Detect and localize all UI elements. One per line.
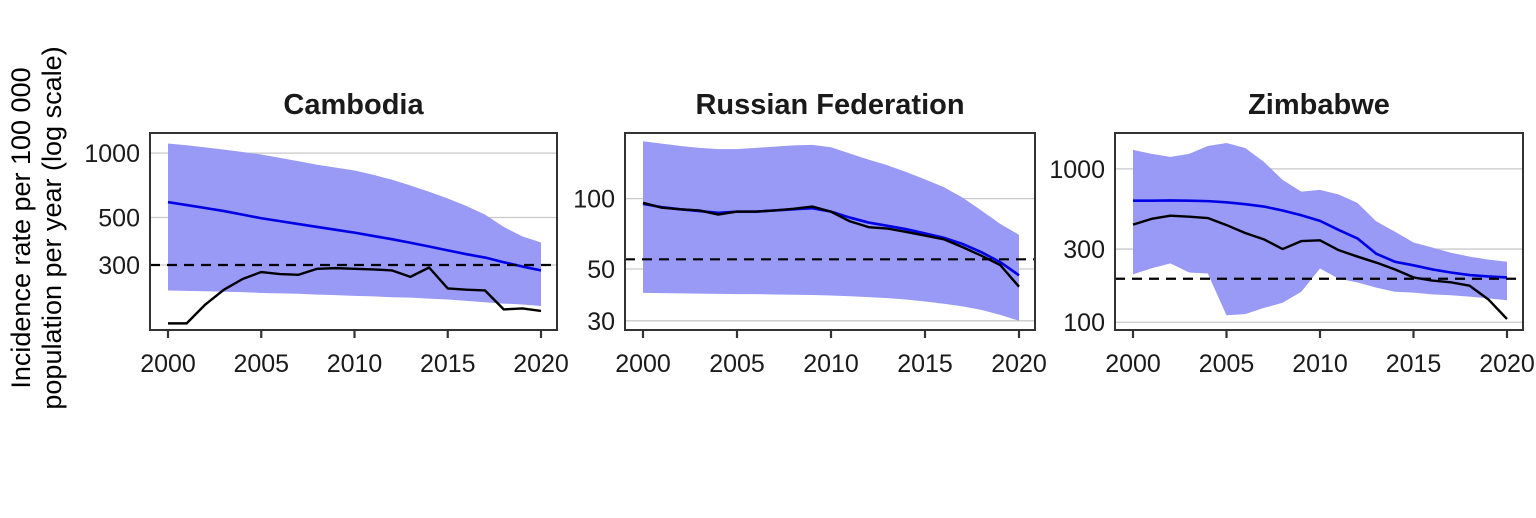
y-tick-label: 1000: [1049, 156, 1105, 184]
x-tick-label: 2010: [1292, 350, 1348, 378]
y-tick-label: 500: [98, 205, 140, 233]
panel-title: Zimbabwe: [1248, 89, 1390, 121]
panel-russian-federation: 2000 2005 2010 2015 2020 100 50 30 Russian Feder…: [573, 89, 1047, 378]
russian-federation-notifications-line: [642, 201, 1020, 288]
x-tick-label: 2020: [513, 350, 569, 378]
x-tick-label: 2005: [1199, 350, 1255, 378]
x-tick-label: 2005: [233, 350, 289, 378]
zimbabwe-estimated-incidence-line: [1133, 199, 1508, 279]
russian-federation-uncertainty-band: [643, 141, 1019, 321]
panel-title: Russian Federation: [695, 89, 964, 121]
zimbabwe-uncertainty-band: [1133, 142, 1507, 316]
cambodia-estimated-incidence-line: [167, 200, 542, 272]
cambodia-uncertainty-band: [168, 143, 541, 306]
y-tick-label: 30: [587, 308, 615, 336]
x-tick-label: 2000: [1105, 350, 1161, 378]
panel-zimbabwe: 2000 2005 2010 2015 2020 1000 300 100 Zimbabwe: [1049, 89, 1534, 378]
y-tick-label: 100: [573, 186, 615, 214]
panel-cambodia: 2000 2005 2010 2015 2020 1000 500 300 Cambodia: [84, 89, 568, 378]
x-tick-label: 2000: [615, 350, 671, 378]
y-tick-label: 1000: [84, 140, 140, 168]
y-tick-label: 50: [587, 256, 615, 284]
x-tick-label: 2005: [709, 350, 765, 378]
x-tick-label: 2015: [1386, 350, 1442, 378]
x-tick-label: 2015: [897, 350, 953, 378]
panel-title: Cambodia: [283, 89, 424, 121]
y-tick-label: 300: [98, 252, 140, 280]
x-tick-label: 2000: [140, 350, 196, 378]
y-tick-label: 300: [1063, 236, 1105, 264]
x-tick-label: 2020: [991, 350, 1047, 378]
x-tick-label: 2010: [803, 350, 859, 378]
x-tick-label: 2010: [327, 350, 383, 378]
cambodia-notifications-line: [168, 266, 542, 325]
zimbabwe-notifications-line: [1132, 214, 1508, 320]
x-tick-label: 2015: [420, 350, 476, 378]
y-tick-label: 100: [1063, 309, 1105, 337]
x-tick-label: 2020: [1479, 350, 1535, 378]
